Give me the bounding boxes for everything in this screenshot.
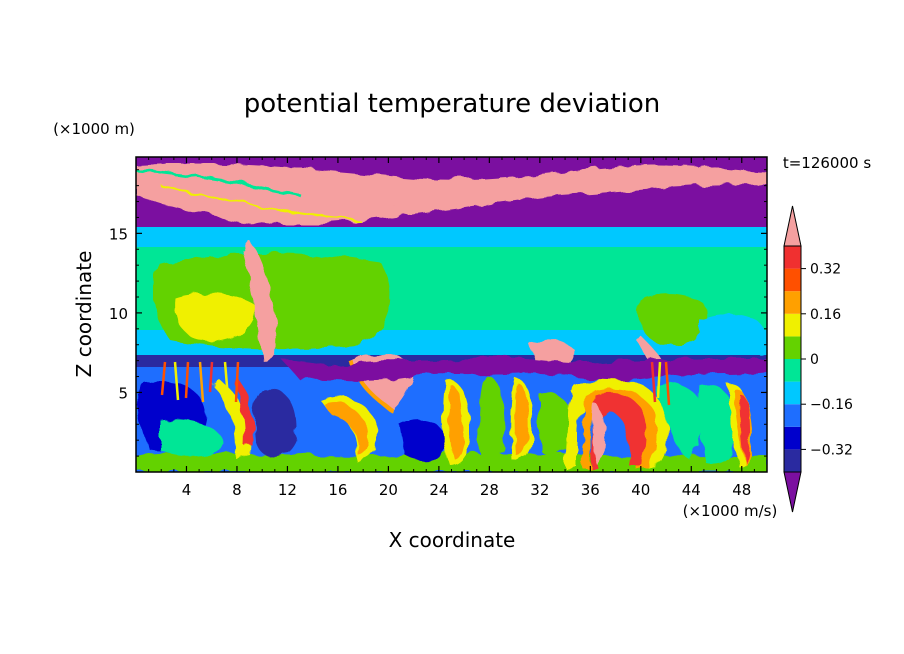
time-label: t=126000 s	[783, 154, 871, 172]
plume-red-left	[234, 380, 253, 446]
column-green-2	[478, 375, 505, 462]
layer-mid-cyan-top	[136, 227, 767, 247]
colorbar-segment	[784, 291, 801, 314]
colorbar-segment	[784, 313, 801, 337]
colorbar-segment	[784, 404, 801, 427]
mid-greenyellow-right	[639, 293, 707, 345]
x-unit-label: (×1000 m/s)	[683, 502, 778, 520]
column-red-right	[740, 394, 750, 462]
x-tick-label: 20	[379, 481, 398, 499]
convective-fingers-right	[650, 361, 671, 406]
mid-yellow-left	[174, 293, 256, 342]
colorbar-bottom-extension	[783, 471, 802, 513]
colorbar-segment	[784, 268, 801, 292]
x-tick-label: 28	[480, 481, 499, 499]
x-axis: 4 8 12 16 20 24 28 32 36 40 44 48	[148, 157, 755, 499]
y-tick-label: 5	[118, 384, 128, 402]
pink-plume-left	[242, 240, 276, 360]
x-axis-label: X coordinate	[389, 528, 516, 552]
x-tick-label: 8	[232, 481, 242, 499]
eddy-yellow-left	[212, 380, 251, 458]
colorbar-segment	[784, 336, 801, 359]
eddy-dark-mid-left	[253, 389, 296, 457]
y-axis-label: Z coordinate	[72, 251, 96, 378]
eddy-green-left	[160, 418, 225, 457]
contour-field	[136, 157, 767, 472]
colorbar-segment	[784, 426, 801, 450]
pink-plume-mid	[530, 340, 575, 362]
x-tick-label: 48	[732, 481, 751, 499]
colorbar-tick-label: −0.32	[810, 442, 853, 458]
x-tick-label: 12	[278, 481, 297, 499]
pink-core	[592, 404, 605, 465]
x-tick-label: 32	[530, 481, 549, 499]
colorbar-segment	[784, 359, 801, 382]
x-tick-label: 36	[581, 481, 600, 499]
y-tick-label: 10	[109, 305, 128, 323]
eddy-green-center	[540, 394, 575, 456]
column-orange-1	[448, 384, 463, 458]
eddy-dark-center	[400, 420, 448, 461]
y-tick-label: 15	[109, 225, 128, 243]
mid-cyan-right	[700, 314, 767, 355]
eddy-green-right	[655, 383, 702, 460]
x-tick-label: 4	[182, 481, 192, 499]
colorbar-segment	[784, 246, 801, 269]
colorbar-tick-label: 0	[810, 352, 819, 368]
colorbar-top-extension	[783, 205, 802, 247]
x-tick-label: 16	[328, 481, 347, 499]
big-red-arc	[590, 392, 647, 468]
convective-fingers-left	[160, 361, 240, 403]
upper-edge-2	[159, 184, 361, 221]
y-unit-label: (×1000 m)	[53, 120, 135, 138]
chart-title: potential temperature deviation	[244, 89, 660, 119]
colorbar-segment	[784, 449, 801, 472]
x-tick-label: 40	[631, 481, 650, 499]
tropopause-purple	[282, 357, 767, 381]
colorbar: 0.32 0.16 0 −0.16 −0.32	[783, 205, 853, 513]
y-axis: 5 10 15	[109, 169, 767, 457]
colorbar-tick-label: 0.16	[810, 307, 841, 323]
x-tick-label: 24	[429, 481, 448, 499]
eddy-orange-arc	[325, 403, 369, 455]
colorbar-segment	[784, 381, 801, 405]
x-tick-label: 44	[682, 481, 701, 499]
upper-streak-2	[200, 188, 470, 226]
upper-edge	[136, 168, 301, 197]
colorbar-tick-label: 0.32	[810, 262, 841, 278]
column-green-right	[699, 384, 735, 463]
column-orange-3	[514, 383, 528, 456]
colorbar-tick-label: −0.16	[810, 397, 853, 413]
